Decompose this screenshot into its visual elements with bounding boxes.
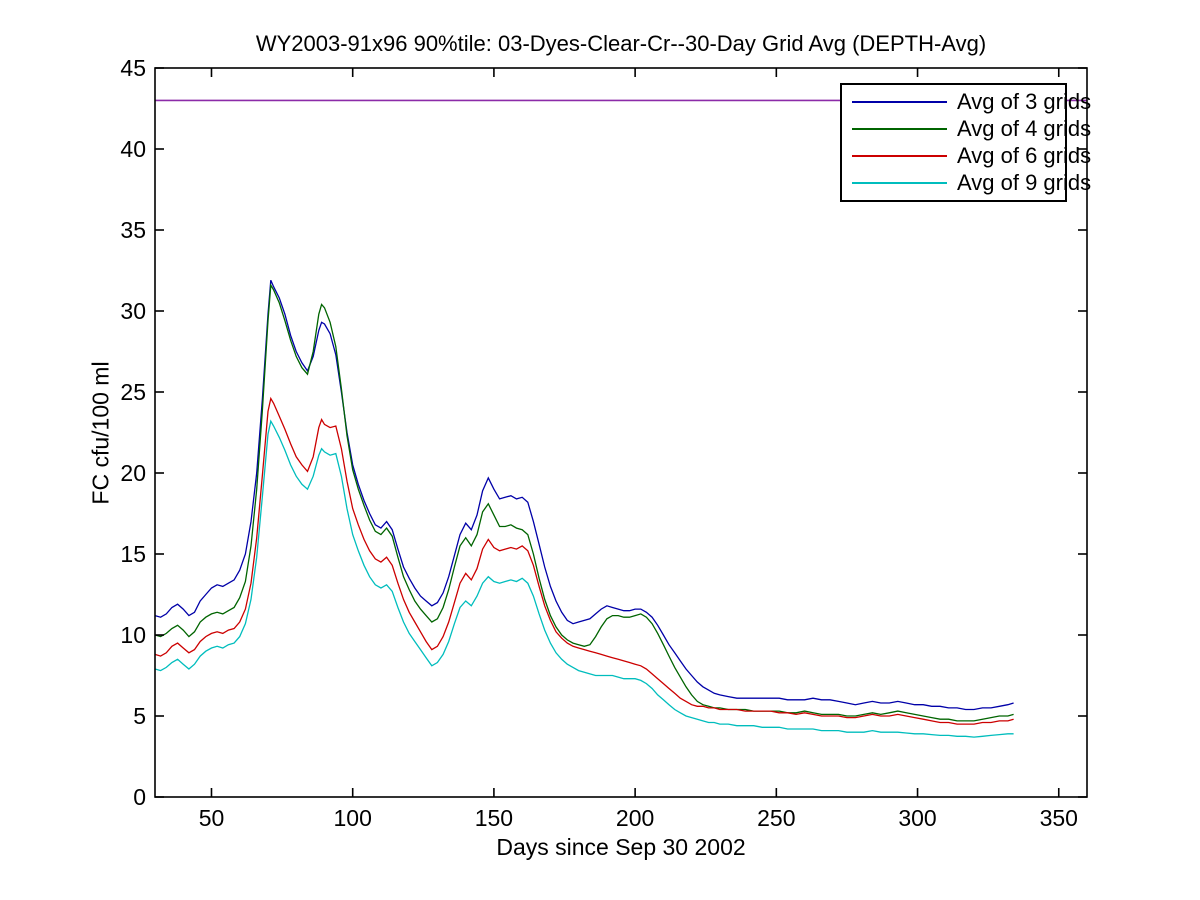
legend-label: Avg of 4 grids [957, 116, 1092, 142]
x-tick-label: 100 [334, 805, 372, 831]
y-tick-label: 5 [133, 703, 146, 729]
y-tick-label: 35 [120, 217, 146, 243]
legend-label: Avg of 3 grids [957, 89, 1092, 115]
legend: Avg of 3 grids Avg of 4 grids Avg of 6 g… [840, 83, 1091, 202]
legend-line-swatch [852, 154, 947, 157]
legend-item: Avg of 3 grids [852, 89, 1091, 115]
x-tick-label: 350 [1040, 805, 1078, 831]
plot-border [154, 67, 1088, 798]
y-tick-label: 20 [120, 460, 146, 486]
y-tick-label: 45 [120, 55, 146, 81]
x-tick-label: 50 [199, 805, 225, 831]
series-line-4 [154, 419, 1014, 738]
legend-line-swatch [852, 128, 947, 131]
x-axis-label: Days since Sep 30 2002 [496, 834, 746, 860]
legend-label: Avg of 9 grids [957, 169, 1092, 195]
series-line-2 [154, 282, 1014, 722]
x-tick-label: 300 [898, 805, 936, 831]
x-tick-label: 150 [475, 805, 513, 831]
legend-item: Avg of 9 grids [852, 170, 1091, 196]
y-axis-label: FC cfu/100 ml [87, 361, 114, 505]
legend-line-swatch [852, 101, 947, 104]
legend-item: Avg of 6 grids [852, 143, 1091, 169]
y-tick-label: 40 [120, 136, 146, 162]
series-line-3 [154, 396, 1014, 725]
y-tick-label: 30 [120, 298, 146, 324]
x-tick-label: 250 [757, 805, 795, 831]
series-line-1 [154, 279, 1014, 711]
legend-label: Avg of 6 grids [957, 142, 1092, 168]
legend-item: Avg of 4 grids [852, 116, 1091, 142]
y-tick-label: 25 [120, 379, 146, 405]
x-tick-label: 200 [616, 805, 654, 831]
chart-title: WY2003-91x96 90%tile: 03-Dyes-Clear-Cr--… [255, 31, 987, 56]
y-tick-label: 10 [120, 622, 146, 648]
y-tick-label: 15 [120, 541, 146, 567]
y-tick-label: 0 [133, 784, 146, 810]
legend-line-swatch [852, 181, 947, 184]
